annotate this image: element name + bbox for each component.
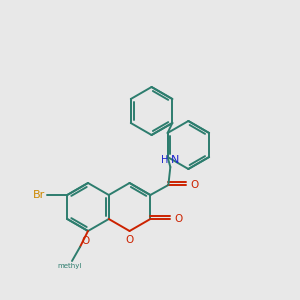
Text: N: N	[171, 155, 180, 165]
Text: H: H	[161, 155, 168, 165]
Text: O: O	[81, 236, 89, 246]
Text: O: O	[174, 214, 183, 224]
Text: O: O	[125, 235, 134, 245]
Text: methyl: methyl	[58, 263, 82, 269]
Text: O: O	[190, 180, 199, 190]
Text: Br: Br	[33, 190, 45, 200]
